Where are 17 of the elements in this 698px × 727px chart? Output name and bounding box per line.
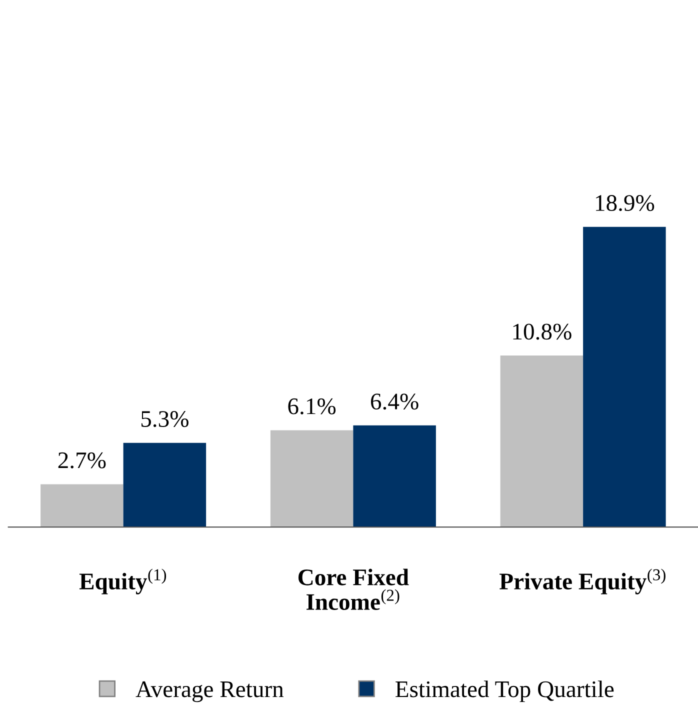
- bar: [270, 430, 354, 528]
- data-label: 5.3%: [141, 411, 188, 428]
- x-tick-label: Private Equity$^{(3)}$: [500, 568, 666, 594]
- data-label: 10.8%: [513, 324, 572, 340]
- bar: [583, 226, 666, 528]
- bar: [40, 484, 124, 528]
- x-tick-label: Core Fixed Income$^{(2)}$: [298, 568, 409, 610]
- data-label: 6.1%: [288, 398, 336, 414]
- legend-label: Average Return: [136, 681, 284, 702]
- bar: [353, 425, 436, 528]
- legend-label: Estimated Top Quartile: [396, 680, 614, 702]
- data-label: 18.9%: [596, 195, 654, 212]
- bar: [500, 356, 584, 528]
- bar: [123, 442, 206, 528]
- x-tick-label: Equity$^{(1)}$: [79, 568, 166, 594]
- data-label: 6.4%: [370, 394, 418, 410]
- data-label: 2.7%: [58, 452, 106, 468]
